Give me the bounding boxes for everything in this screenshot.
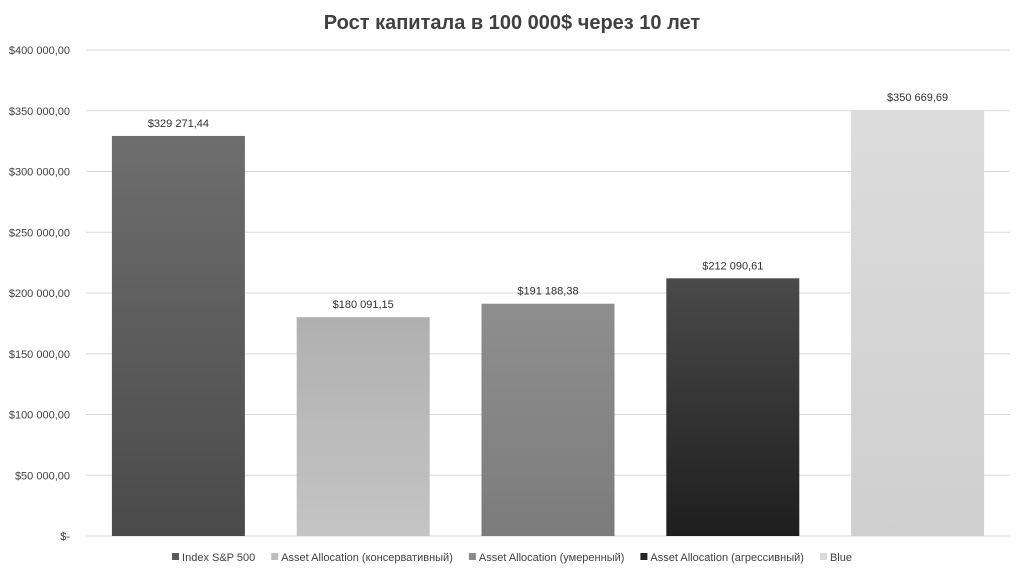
bar [111, 135, 245, 537]
legend-label: Asset Allocation (умеренный) [479, 552, 625, 564]
y-tick-label: $250 000,00 [9, 227, 70, 239]
data-label: $350 669,69 [887, 92, 948, 104]
legend-item: Index S&P 500 [172, 552, 255, 564]
y-tick-label: $100 000,00 [9, 410, 70, 422]
data-label: $329 271,44 [148, 118, 209, 130]
y-axis-tick-labels: $- $50 000,00 $100 000,00 $150 000,00 $200 0… [9, 45, 71, 543]
bar [296, 317, 430, 536]
y-tick-label: $350 000,00 [9, 106, 70, 118]
legend-item: Blue [819, 552, 852, 564]
bar [851, 109, 985, 536]
legend: Index S&P 500 Asset Allocation (консерват… [172, 552, 852, 564]
data-label: $212 090,61 [702, 260, 763, 272]
legend-label: Asset Allocation (консервативный) [281, 552, 453, 564]
legend-label: Blue [830, 552, 852, 564]
data-label: $191 188,38 [517, 286, 578, 298]
legend-item: Asset Allocation (консервативный) [271, 552, 453, 564]
legend-swatch [271, 553, 279, 560]
bar [666, 278, 800, 536]
y-tick-label: $50 000,00 [15, 470, 70, 482]
legend-swatch [172, 553, 180, 560]
legend-swatch [819, 553, 827, 560]
legend-item: Asset Allocation (умеренный) [468, 552, 625, 564]
data-labels: $329 271,44 $180 091,15 $191 188,38 $212 09… [148, 92, 948, 311]
legend-swatch [468, 553, 476, 560]
bars [111, 109, 985, 537]
y-tick-label: $200 000,00 [9, 288, 70, 300]
chart-title: Рост капитала в 100 000$ через 10 лет [324, 12, 701, 34]
legend-item: Asset Allocation (агрессивный) [640, 552, 804, 564]
bar [481, 303, 615, 536]
legend-swatch [640, 553, 648, 560]
y-tick-label: $300 000,00 [9, 167, 70, 179]
y-tick-label: $400 000,00 [9, 45, 70, 57]
legend-label: Index S&P 500 [182, 552, 255, 564]
y-tick-label: $150 000,00 [9, 349, 70, 361]
data-label: $180 091,15 [333, 299, 394, 311]
legend-label: Asset Allocation (агрессивный) [650, 552, 804, 564]
y-tick-label: $- [60, 531, 70, 543]
